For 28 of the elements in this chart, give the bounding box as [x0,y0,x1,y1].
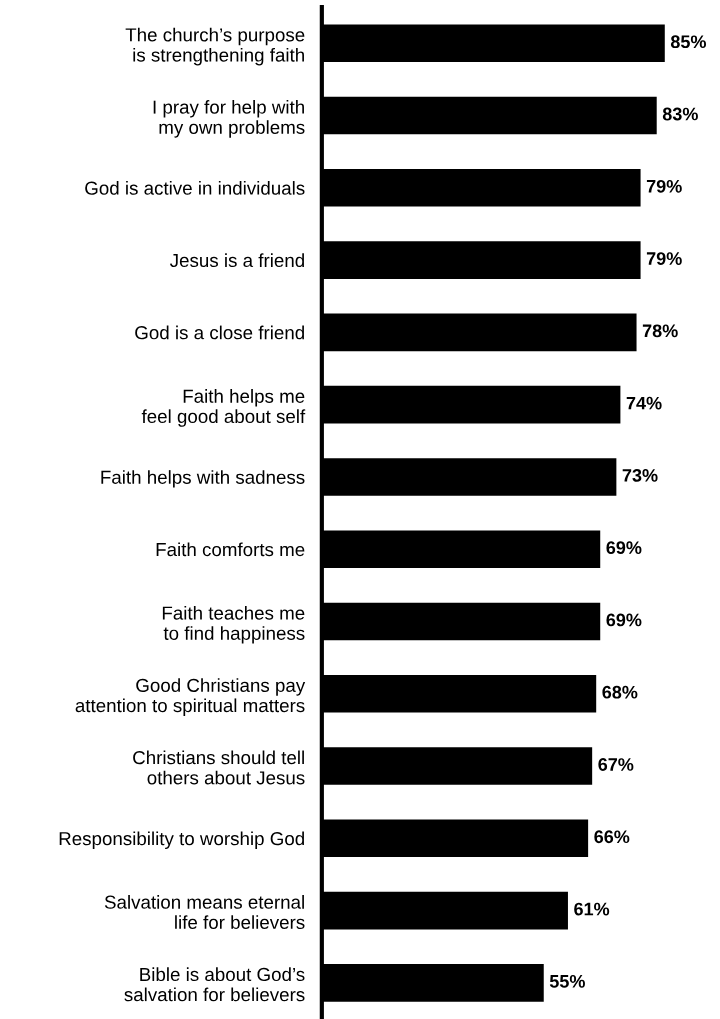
data-label: 69% [606,613,642,627]
y-tick-label: Faith helps with sadness [101,470,305,488]
y-tick-label: God is a close friend [135,325,304,340]
y-tick-label: Faith comforts me [156,542,305,557]
data-label: 85% [670,35,706,49]
data-label: 79% [646,252,682,265]
y-tick-label: Faith teaches me to find happiness [162,605,305,644]
data-label: 73% [622,468,658,482]
data-label: 61% [574,902,610,916]
y-tick-label: God is active in individuals [85,181,305,195]
data-label: 68% [602,685,638,699]
y-tick-label: Good Christians pay attention to spiritual matters [75,678,306,716]
data-label: 78% [642,324,678,338]
data-label: 66% [594,830,630,844]
y-tick-label: Christians should tell others about Jesus [133,750,305,785]
data-label: 55% [549,974,585,988]
data-label: 83% [662,107,698,121]
y-tick-label: Faith helps me feel good about self [141,389,306,427]
data-label: 74% [626,396,662,410]
y-tick-label: Responsibility to worship God [59,831,304,849]
data-label: 69% [606,541,642,555]
y-tick-label: Bible is about God’s salvation for believers [124,967,305,1002]
y-tick-label: The church’s purpose is strengthening faith [125,27,305,66]
y-tick-label: I pray for help with my own problems [153,100,305,138]
y-tick-label: Jesus is a friend [169,253,304,268]
y-tick-label: Salvation means eternal life for believers [104,895,305,930]
data-label: 79% [646,179,682,193]
data-label: 67% [598,758,634,771]
